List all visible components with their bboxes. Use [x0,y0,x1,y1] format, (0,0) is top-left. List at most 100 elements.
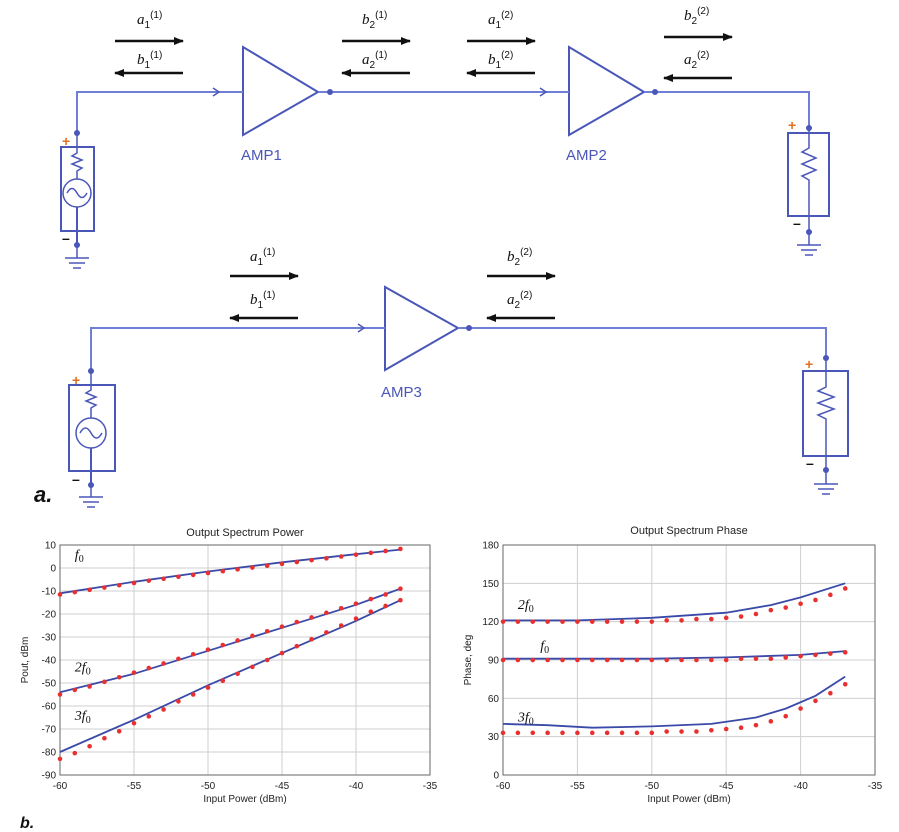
data-point [738,725,744,731]
data-point [353,616,359,621]
data-point [828,690,833,696]
data-point [589,657,595,663]
data-point [116,582,122,588]
data-point [709,727,714,733]
panel-label-b: b. [20,815,34,832]
data-point [324,610,329,616]
data-point [783,605,789,610]
data-point [72,589,78,595]
data-point [57,756,63,762]
harmonic-annotation: 3f0 [74,709,91,726]
data-point [560,619,565,624]
wave-label-b2: b2(2) [684,6,709,27]
data-point [753,611,759,617]
data-point [250,633,255,639]
data-point [530,657,536,663]
y-tick-label: -20 [42,610,57,621]
y-tick-label: -10 [42,587,57,598]
data-point [146,665,152,671]
data-point [709,657,714,663]
data-point [664,729,669,734]
data-point [694,616,699,622]
data-point [279,561,285,567]
y-tick-label: -60 [42,702,57,713]
data-point [190,572,196,578]
chart-grid [502,544,876,776]
data-point [530,730,536,736]
amp2: AMP2 [539,45,658,164]
data-point [324,630,329,635]
chart-grid [59,544,431,776]
data-point [828,651,833,656]
wave-label-b2: b2(2) [507,247,532,268]
data-point [398,546,403,552]
data-point [87,587,92,593]
data-point [500,657,506,663]
x-tick-label: -50 [645,781,660,792]
y-tick-label: -50 [42,679,57,690]
data-point [515,619,521,624]
wave-label-b2: b2(1) [362,10,387,31]
data-point [102,679,107,685]
amp1-label: AMP1 [241,147,282,164]
data-point [205,647,211,652]
y-tick-label: -30 [42,633,57,644]
y-tick-label: 30 [488,732,500,743]
data-point [72,750,78,756]
data-point [368,609,374,614]
harmonic-annotation: f0 [540,639,549,656]
data-point [694,657,699,663]
data-point [753,656,759,662]
data-point [723,726,729,732]
series-line-1 [503,650,846,660]
data-point [738,656,744,662]
load-2: + – [802,355,849,495]
data-point [220,642,226,648]
data-point [190,692,196,697]
data-point [72,687,78,693]
chart-output-spectrum-power: -60 -55 -50 -45 -40 -35100-10-20-30-40-50-60-… [20,527,438,805]
data-point [294,559,300,565]
svg-text:+: + [72,372,80,388]
data-point [679,729,684,734]
svg-text:–: – [62,230,70,246]
data-point [368,596,374,602]
x-tick-label: -35 [868,781,883,792]
data-point [768,656,774,662]
data-point [783,713,789,719]
y-axis-label: Phase, deg [463,635,474,686]
data-point [250,565,255,570]
wire-amp3-to-load [469,327,827,358]
data-point [694,729,699,734]
data-point [309,557,314,563]
amp3: AMP3 [357,285,472,401]
data-point [279,624,285,629]
schematic-single-amplifier: + – AMP3 + – [68,247,849,508]
data-point [116,674,122,680]
data-point [176,699,181,704]
data-point [338,554,344,559]
data-point [294,619,300,625]
data-point [560,657,565,663]
y-tick-label: 0 [50,564,56,575]
wave-label-b1: b1(1) [250,290,275,311]
data-point [235,567,240,572]
wave-arrows-top [114,33,733,82]
wave-label-b1: b1(1) [137,50,162,71]
data-point [634,657,640,663]
y-tick-label: -40 [42,656,57,667]
data-point [619,657,625,663]
y-tick-label: 180 [482,541,499,552]
data-point [102,585,107,590]
panel-label-a: a. [34,482,52,507]
y-axis-label: Pout, dBm [20,637,31,684]
svg-text:+: + [788,117,796,133]
data-point [679,657,684,663]
data-point [190,651,196,657]
data-point [634,730,640,736]
data-point [353,601,359,606]
data-point [235,671,240,677]
data-point [575,619,580,624]
harmonic-annotation: 2f0 [75,661,91,678]
data-point [220,568,226,574]
